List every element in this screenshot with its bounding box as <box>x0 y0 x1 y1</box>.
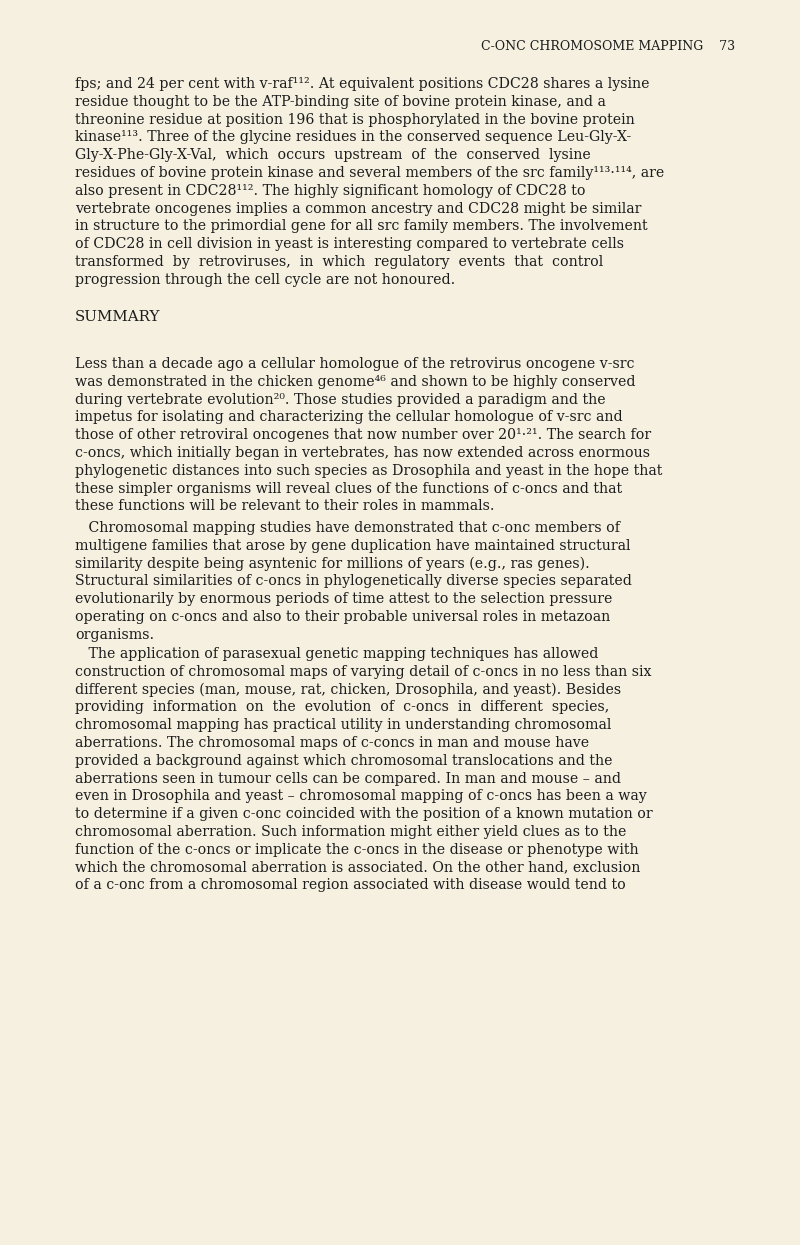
Text: Structural similarities of c-oncs in phylogenetically diverse species separated: Structural similarities of c-oncs in phy… <box>75 574 632 589</box>
Text: which the chromosomal aberration is associated. On the other hand, exclusion: which the chromosomal aberration is asso… <box>75 860 640 874</box>
Text: kinase¹¹³. Three of the glycine residues in the conserved sequence Leu-Gly-X-: kinase¹¹³. Three of the glycine residues… <box>75 131 631 144</box>
Text: provided a background against which chromosomal translocations and the: provided a background against which chro… <box>75 753 613 768</box>
Text: of CDC28 in cell division in yeast is interesting compared to vertebrate cells: of CDC28 in cell division in yeast is in… <box>75 238 624 251</box>
Text: chromosomal mapping has practical utility in understanding chromosomal: chromosomal mapping has practical utilit… <box>75 718 611 732</box>
Text: chromosomal aberration. Such information might either yield clues as to the: chromosomal aberration. Such information… <box>75 825 626 839</box>
Text: phylogenetic distances into such species as Drosophila and yeast in the hope tha: phylogenetic distances into such species… <box>75 464 662 478</box>
Text: transformed  by  retroviruses,  in  which  regulatory  events  that  control: transformed by retroviruses, in which re… <box>75 255 603 269</box>
Text: aberrations seen in tumour cells can be compared. In man and mouse – and: aberrations seen in tumour cells can be … <box>75 772 621 786</box>
Text: fps; and 24 per cent with v-raf¹¹². At equivalent positions CDC28 shares a lysin: fps; and 24 per cent with v-raf¹¹². At e… <box>75 77 650 91</box>
Text: evolutionarily by enormous periods of time attest to the selection pressure: evolutionarily by enormous periods of ti… <box>75 593 612 606</box>
Text: operating on c-oncs and also to their probable universal roles in metazoan: operating on c-oncs and also to their pr… <box>75 610 610 624</box>
Text: residues of bovine protein kinase and several members of the src family¹¹³·¹¹⁴, : residues of bovine protein kinase and se… <box>75 166 664 181</box>
Text: The application of parasexual genetic mapping techniques has allowed: The application of parasexual genetic ma… <box>75 647 598 661</box>
Text: during vertebrate evolution²⁰. Those studies provided a paradigm and the: during vertebrate evolution²⁰. Those stu… <box>75 392 606 407</box>
Text: to determine if a given c-onc coincided with the position of a known mutation or: to determine if a given c-onc coincided … <box>75 807 653 822</box>
Text: was demonstrated in the chicken genome⁴⁶ and shown to be highly conserved: was demonstrated in the chicken genome⁴⁶… <box>75 375 635 388</box>
Text: aberrations. The chromosomal maps of c-concs in man and mouse have: aberrations. The chromosomal maps of c-c… <box>75 736 589 749</box>
Text: vertebrate oncogenes implies a common ancestry and CDC28 might be similar: vertebrate oncogenes implies a common an… <box>75 202 642 215</box>
Text: different species (man, mouse, rat, chicken, Drosophila, and yeast). Besides: different species (man, mouse, rat, chic… <box>75 682 621 697</box>
Text: SUMMARY: SUMMARY <box>75 310 161 324</box>
Text: in structure to the primordial gene for all src family members. The involvement: in structure to the primordial gene for … <box>75 219 648 233</box>
Text: construction of chromosomal maps of varying detail of c-oncs in no less than six: construction of chromosomal maps of vary… <box>75 665 651 679</box>
Text: even in Drosophila and yeast – chromosomal mapping of c-oncs has been a way: even in Drosophila and yeast – chromosom… <box>75 789 646 803</box>
Text: also present in CDC28¹¹². The highly significant homology of CDC28 to: also present in CDC28¹¹². The highly sig… <box>75 184 586 198</box>
Text: Chromosomal mapping studies have demonstrated that c-onc members of: Chromosomal mapping studies have demonst… <box>75 520 620 535</box>
Text: c-oncs, which initially began in vertebrates, has now extended across enormous: c-oncs, which initially began in vertebr… <box>75 446 650 459</box>
Text: Gly-X-Phe-Gly-X-Val,  which  occurs  upstream  of  the  conserved  lysine: Gly-X-Phe-Gly-X-Val, which occurs upstre… <box>75 148 590 162</box>
Text: residue thought to be the ATP-binding site of bovine protein kinase, and a: residue thought to be the ATP-binding si… <box>75 95 606 108</box>
Text: organisms.: organisms. <box>75 627 154 642</box>
Text: C-ONC CHROMOSOME MAPPING    73: C-ONC CHROMOSOME MAPPING 73 <box>481 40 735 54</box>
Text: function of the c-oncs or implicate the c-oncs in the disease or phenotype with: function of the c-oncs or implicate the … <box>75 843 638 857</box>
Text: those of other retroviral oncogenes that now number over 20¹·²¹. The search for: those of other retroviral oncogenes that… <box>75 428 651 442</box>
Text: Less than a decade ago a cellular homologue of the retrovirus oncogene v-src: Less than a decade ago a cellular homolo… <box>75 357 634 371</box>
Text: these functions will be relevant to their roles in mammals.: these functions will be relevant to thei… <box>75 499 494 513</box>
Text: progression through the cell cycle are not honoured.: progression through the cell cycle are n… <box>75 273 455 286</box>
Text: multigene families that arose by gene duplication have maintained structural: multigene families that arose by gene du… <box>75 539 630 553</box>
Text: similarity despite being asyntenic for millions of years (e.g., ras genes).: similarity despite being asyntenic for m… <box>75 557 590 571</box>
Text: impetus for isolating and characterizing the cellular homologue of v-src and: impetus for isolating and characterizing… <box>75 411 622 425</box>
Text: threonine residue at position 196 that is phosphorylated in the bovine protein: threonine residue at position 196 that i… <box>75 112 634 127</box>
Text: these simpler organisms will reveal clues of the functions of c-oncs and that: these simpler organisms will reveal clue… <box>75 482 622 496</box>
Text: of a c-onc from a chromosomal region associated with disease would tend to: of a c-onc from a chromosomal region ass… <box>75 879 626 893</box>
Text: providing  information  on  the  evolution  of  c-oncs  in  different  species,: providing information on the evolution o… <box>75 701 610 715</box>
